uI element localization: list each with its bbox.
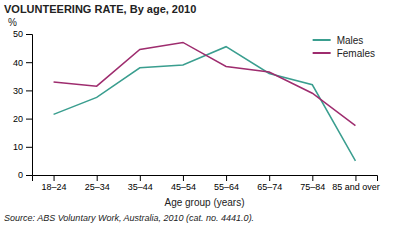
x-tick: 55–64 [214, 175, 239, 192]
y-tick-mark [26, 62, 32, 63]
x-tick-label: 65–74 [257, 182, 282, 192]
x-axis-line [33, 176, 378, 182]
x-tick-label: 75–84 [300, 182, 325, 192]
y-tick-label: 10 [13, 142, 23, 152]
legend: Males Females [313, 35, 375, 59]
y-tick: 10 [13, 142, 32, 152]
plot: 18–24 25–34 35–44 45–54 55–64 65–74 75–84 85 an… [13, 29, 380, 192]
legend-entry: Males [313, 35, 364, 46]
y-tick-label: 50 [13, 29, 23, 39]
x-tick-mark [355, 175, 356, 181]
y-tick-label: 40 [13, 58, 23, 68]
x-tick-mark [312, 175, 313, 181]
x-tick-mark [97, 175, 98, 181]
legend-swatch [313, 52, 331, 54]
x-axis: 18–24 25–34 35–44 45–54 55–64 65–74 75–84 85 an… [33, 175, 380, 192]
x-tick-label: 85 and over [332, 182, 380, 192]
x-tick: 75–84 [300, 175, 325, 192]
y-axis-line [26, 35, 33, 176]
y-tick-mark [26, 34, 32, 35]
y-tick-mark [26, 119, 32, 120]
y-tick: 0 [18, 170, 32, 180]
x-tick: 45–54 [171, 175, 196, 192]
series-line [54, 47, 356, 161]
y-tick-mark [26, 175, 32, 176]
x-tick-mark [269, 175, 270, 181]
y-axis: 0 10 20 30 40 50 [13, 29, 33, 180]
legend-swatch [313, 39, 331, 41]
x-tick-mark [54, 175, 55, 181]
x-tick-label: 45–54 [171, 182, 196, 192]
x-tick-label: 55–64 [214, 182, 239, 192]
x-tick-mark [183, 175, 184, 181]
y-tick-mark [26, 147, 32, 148]
y-axis-label: % [8, 17, 17, 28]
y-tick-label: 30 [13, 86, 23, 96]
x-tick: 65–74 [257, 175, 282, 192]
series-line [54, 42, 356, 125]
x-tick-label: 35–44 [128, 182, 153, 192]
x-tick: 25–34 [85, 175, 110, 192]
legend-entry: Females [313, 48, 375, 59]
y-tick-label: 20 [13, 114, 23, 124]
legend-label: Males [337, 35, 364, 46]
x-tick-mark [226, 175, 227, 181]
x-tick-mark [140, 175, 141, 181]
x-tick-label: 25–34 [85, 182, 110, 192]
legend-label: Females [337, 48, 375, 59]
lines [54, 42, 356, 160]
y-tick: 40 [13, 58, 32, 68]
x-tick: 35–44 [128, 175, 153, 192]
x-tick: 18–24 [42, 175, 67, 192]
y-tick: 50 [13, 29, 32, 39]
y-tick-mark [26, 90, 32, 91]
x-tick: 85 and over [332, 175, 380, 192]
y-tick-label: 0 [18, 170, 23, 180]
y-tick: 20 [13, 114, 32, 124]
y-tick: 30 [13, 86, 32, 96]
chart: 18–24 25–34 35–44 45–54 55–64 65–74 75–84 85 an… [0, 0, 397, 227]
source: Source: ABS Voluntary Work, Australia, 2… [4, 213, 254, 223]
x-axis-label: Age group (years) [164, 197, 244, 208]
title: VOLUNTEERING RATE, By age, 2010 [4, 3, 196, 15]
x-tick-label: 18–24 [42, 182, 67, 192]
